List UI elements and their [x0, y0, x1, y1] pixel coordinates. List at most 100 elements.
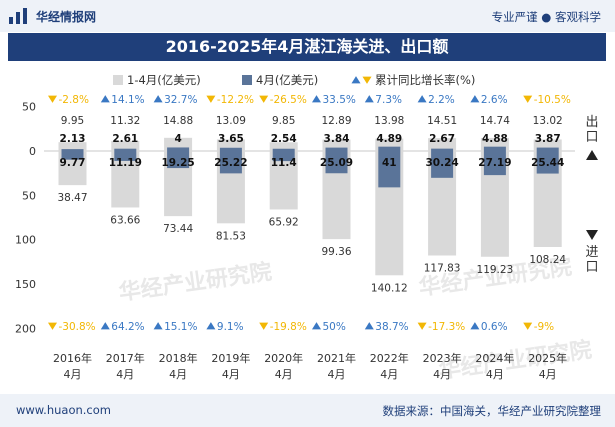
up-triangle-icon — [470, 95, 480, 103]
up-triangle-icon — [153, 95, 163, 103]
export-monthly-bar — [272, 148, 295, 151]
x-tick-label: 4月 — [64, 368, 82, 381]
export-cumulative-label: 14.74 — [480, 115, 510, 127]
export-monthly-label: 2.61 — [112, 133, 138, 145]
legend-cumulative-swatch — [113, 75, 123, 85]
x-tick-label: 4月 — [169, 368, 187, 381]
export-cumulative-bar — [58, 142, 87, 151]
export-cumulative-bar — [322, 139, 351, 151]
down-triangle-icon — [362, 76, 372, 84]
legend-cumulative-label: 1-4月(亿美元) — [127, 73, 201, 87]
x-tick-label: 2021年 — [317, 351, 356, 365]
export-monthly-label: 4.89 — [376, 133, 402, 145]
up-triangle-icon — [312, 322, 321, 330]
import-monthly-label: 41 — [382, 157, 397, 169]
x-tick-label: 2020年 — [264, 351, 303, 365]
export-monthly-bar — [114, 148, 137, 151]
import-cumulative-label: 108.24 — [529, 254, 566, 266]
export-cumulative-label: 14.88 — [163, 115, 193, 127]
down-triangle-icon — [259, 95, 269, 103]
up-triangle-icon — [312, 95, 321, 103]
x-tick-label: 4月 — [486, 368, 504, 381]
export-side-label: 出 — [585, 115, 598, 130]
export-growth-label: 33.5% — [323, 94, 356, 106]
y-tick-label: 50 — [22, 101, 36, 114]
export-cumulative-label: 11.32 — [110, 115, 140, 127]
import-monthly-bar — [378, 151, 401, 188]
x-tick-label: 2022年 — [370, 351, 409, 365]
export-growth-label: 2.2% — [428, 94, 455, 106]
import-monthly-bar — [536, 151, 559, 174]
import-monthly-label: 30.24 — [425, 157, 458, 169]
import-monthly-bar — [483, 151, 506, 176]
x-tick-label: 2016年 — [53, 351, 92, 365]
export-cumulative-label: 13.09 — [216, 115, 246, 127]
import-cumulative-label: 38.47 — [57, 192, 87, 204]
x-tick-label: 4月 — [116, 368, 134, 381]
legend-monthly-swatch — [242, 75, 252, 85]
down-arrow-icon — [586, 230, 598, 240]
legend-monthly-label: 4月(亿美元) — [256, 73, 318, 87]
import-cumulative-label: 119.23 — [477, 264, 514, 276]
up-arrow-icon — [586, 150, 598, 160]
x-tick-label: 4月 — [222, 368, 240, 381]
x-tick-label: 2018年 — [159, 351, 198, 365]
import-growth-label: 0.6% — [481, 321, 508, 333]
import-monthly-label: 25.09 — [320, 157, 353, 169]
export-monthly-bar — [378, 146, 401, 151]
export-cumulative-label: 12.89 — [321, 115, 351, 127]
export-cumulative-label: 9.85 — [272, 115, 295, 127]
up-triangle-icon — [364, 322, 374, 330]
up-triangle-icon — [206, 322, 216, 330]
down-triangle-icon — [259, 322, 269, 330]
export-cumulative-bar — [269, 142, 298, 151]
x-tick-label: 4月 — [275, 368, 293, 381]
import-cumulative-label: 81.53 — [216, 230, 246, 242]
export-growth-label: 32.7% — [164, 94, 197, 106]
down-triangle-icon — [523, 95, 533, 103]
export-monthly-bar — [61, 149, 84, 151]
import-monthly-label: 11.19 — [109, 157, 142, 169]
import-growth-label: -17.3% — [428, 321, 465, 333]
y-tick-label: 0 — [29, 145, 36, 158]
import-growth-label: 64.2% — [111, 321, 144, 333]
up-triangle-icon — [100, 322, 110, 330]
export-monthly-bar — [536, 147, 559, 151]
export-cumulative-bar — [533, 139, 562, 151]
export-monthly-bar — [483, 146, 506, 151]
export-monthly-label: 3.87 — [535, 133, 561, 145]
up-triangle-icon — [351, 76, 361, 84]
export-monthly-bar — [431, 148, 454, 151]
logo-icon — [9, 8, 27, 24]
watermark: 华经产业研究院 — [117, 259, 273, 306]
down-triangle-icon — [417, 322, 427, 330]
export-cumulative-label: 13.98 — [374, 115, 404, 127]
import-monthly-label: 25.22 — [214, 157, 247, 169]
x-tick-label: 2024年 — [475, 351, 514, 365]
import-monthly-bar — [114, 151, 137, 161]
x-tick-label: 4月 — [328, 368, 346, 381]
down-triangle-icon — [48, 95, 57, 103]
data-source: 数据来源：中国海关，华经产业研究院整理 — [382, 404, 602, 418]
import-growth-label: 50% — [323, 321, 346, 333]
export-monthly-label: 3.65 — [218, 133, 244, 145]
import-growth-label: 15.1% — [164, 321, 197, 333]
import-monthly-label: 27.19 — [478, 157, 511, 169]
y-tick-label: 50 — [22, 189, 36, 202]
import-growth-label: 9.1% — [217, 321, 244, 333]
import-cumulative-label: 117.83 — [424, 263, 461, 275]
export-cumulative-bar — [428, 138, 457, 151]
import-cumulative-label: 140.12 — [371, 282, 408, 294]
import-cumulative-label: 99.36 — [321, 246, 351, 258]
footer-url: www.huaon.com — [16, 403, 111, 417]
export-growth-label: 2.6% — [481, 94, 508, 106]
import-cumulative-label: 73.44 — [163, 223, 193, 235]
header-bar: 华经情报网 专业严谨 ● 客观科学 — [0, 0, 615, 32]
import-growth-label: -9% — [534, 321, 554, 333]
up-triangle-icon — [364, 95, 374, 103]
down-triangle-icon — [523, 322, 533, 330]
export-cumulative-bar — [111, 140, 140, 151]
slogan: 专业严谨 ● 客观科学 — [491, 10, 601, 24]
export-monthly-bar — [325, 147, 348, 151]
